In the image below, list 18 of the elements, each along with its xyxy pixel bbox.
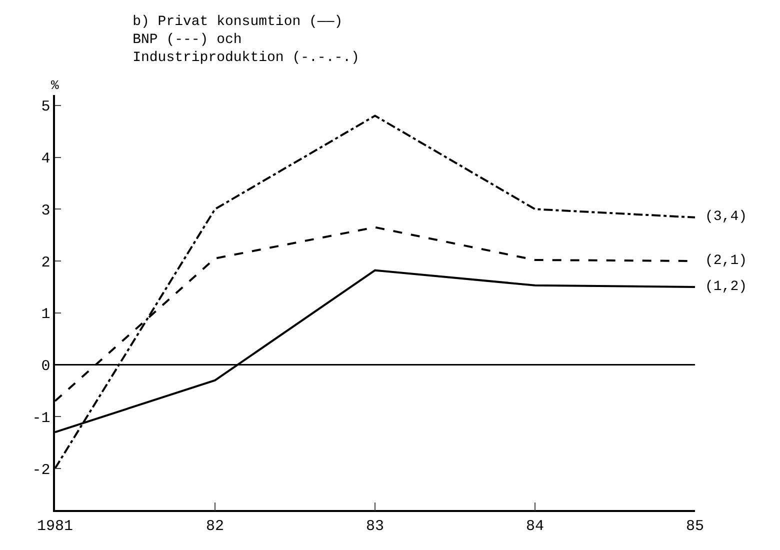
y-tick-label: -2	[32, 462, 50, 479]
y-tick-label: 4	[41, 150, 50, 168]
x-tick-label: 85	[686, 518, 704, 535]
x-tick-label: 83	[366, 518, 384, 535]
y-tick-label: 3	[41, 202, 50, 220]
y-tick-label: -1	[32, 410, 50, 427]
series-label: (3,4)	[705, 209, 748, 225]
y-axis-title: %	[51, 78, 59, 93]
series-label: (1,2)	[705, 279, 748, 295]
y-tick-label: 2	[41, 254, 50, 272]
y-tick-label: 1	[41, 306, 50, 324]
y-tick-label: 5	[41, 98, 50, 116]
x-tick-label: 82	[206, 518, 224, 535]
x-tick-label: 1981	[36, 518, 74, 535]
series-label: (2,1)	[705, 253, 748, 269]
y-tick-label: 0	[41, 358, 50, 375]
chart-title: b) Privat konsumtion (——) BNP (---) och Industriproduktion (-.-.-.)	[132, 14, 360, 66]
x-tick-label: 84	[526, 518, 544, 535]
